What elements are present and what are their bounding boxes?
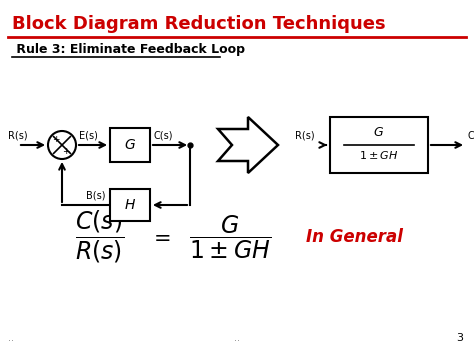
Text: Rule 3: Eliminate Feedback Loop: Rule 3: Eliminate Feedback Loop [12, 43, 245, 56]
Text: ..: .. [234, 333, 240, 343]
Text: B(s): B(s) [86, 191, 106, 201]
Text: In General: In General [307, 228, 403, 246]
Text: H: H [125, 198, 135, 212]
Text: $\dfrac{C(s)}{R(s)}$: $\dfrac{C(s)}{R(s)}$ [75, 209, 125, 265]
Text: $\dfrac{G}{1 \pm GH}$: $\dfrac{G}{1 \pm GH}$ [189, 213, 271, 261]
Text: R(s): R(s) [8, 131, 27, 141]
Bar [110, 189, 150, 221]
Text: $G$: $G$ [374, 126, 384, 139]
Text: Block Diagram Reduction Techniques: Block Diagram Reduction Techniques [12, 15, 386, 33]
Text: G: G [125, 138, 136, 152]
Text: $=$: $=$ [149, 227, 171, 247]
Bar [110, 128, 150, 162]
Text: +: + [62, 147, 70, 157]
Text: +: + [52, 136, 60, 144]
Text: E(s): E(s) [79, 131, 98, 141]
Text: 3: 3 [456, 333, 463, 343]
Bar [330, 117, 428, 173]
Text: $1 \pm GH$: $1 \pm GH$ [359, 149, 399, 161]
Text: R(s): R(s) [295, 131, 315, 141]
Text: C(s): C(s) [468, 131, 474, 141]
Polygon shape [218, 117, 278, 173]
Text: C(s): C(s) [154, 131, 173, 141]
Text: ..: .. [8, 333, 14, 343]
